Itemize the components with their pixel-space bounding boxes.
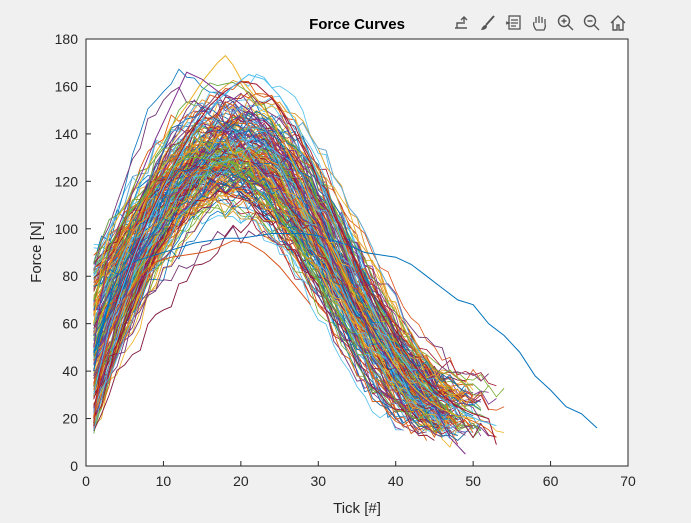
- force-curve: [93, 92, 489, 423]
- axes-box: [85, 38, 629, 467]
- brush-icon[interactable]: [476, 11, 500, 35]
- force-curve: [93, 167, 427, 413]
- force-curve: [93, 137, 451, 429]
- y-axis-ticks: 0 20 40 60 80 100 120 140 160 180: [55, 31, 91, 474]
- y-tick-label: 180: [55, 31, 79, 47]
- force-curve: [93, 176, 450, 420]
- y-tick-label: 80: [62, 268, 78, 284]
- force-curve: [93, 86, 404, 410]
- y-tick-label: 20: [62, 411, 78, 427]
- force-curve-series: [93, 157, 358, 348]
- x-tick-label: 20: [233, 473, 249, 489]
- datatip-icon[interactable]: [502, 11, 526, 35]
- y-tick-label: 140: [55, 126, 79, 142]
- force-curve: [93, 211, 482, 431]
- force-curve: [93, 153, 482, 392]
- force-curve-series: [93, 71, 466, 455]
- force-curve: [93, 158, 466, 393]
- force-curve: [93, 81, 474, 430]
- force-curve: [93, 126, 443, 429]
- home-icon[interactable]: [606, 11, 630, 35]
- y-tick-label: 100: [55, 221, 79, 237]
- zoom-out-icon[interactable]: [580, 11, 604, 35]
- y-tick-label: 120: [55, 173, 79, 189]
- force-curve-series: [93, 74, 497, 427]
- y-tick-label: 160: [55, 78, 79, 94]
- y-tick-label: 40: [62, 363, 78, 379]
- chart-title: Force Curves: [309, 16, 405, 33]
- x-axis-ticks: 0 10 20 30 40 50 60 70: [82, 461, 636, 489]
- export-icon[interactable]: [450, 11, 474, 35]
- pan-hand-icon[interactable]: [528, 11, 552, 35]
- x-tick-label: 60: [543, 473, 559, 489]
- y-tick-label: 60: [62, 316, 78, 332]
- x-tick-label: 70: [620, 473, 636, 489]
- force-curve: [93, 143, 435, 413]
- force-curve: [93, 122, 443, 433]
- series-layer: [93, 54, 598, 455]
- zoom-in-icon[interactable]: [554, 11, 578, 35]
- force-curve: [93, 149, 420, 425]
- force-curve: [93, 128, 451, 433]
- axes-toolbar: [450, 10, 630, 36]
- force-curve: [93, 112, 412, 426]
- x-tick-label: 10: [156, 473, 172, 489]
- force-curve-series: [93, 233, 598, 429]
- force-curve-series: [93, 54, 474, 420]
- force-curve: [93, 115, 428, 441]
- force-curve: [93, 129, 474, 428]
- force-curve-series: [93, 81, 497, 445]
- force-curve: [93, 93, 443, 409]
- x-tick-label: 50: [465, 473, 481, 489]
- y-tick-label: 0: [70, 458, 78, 474]
- force-curve-series: [93, 240, 311, 419]
- x-tick-label: 0: [82, 473, 90, 489]
- force-curve: [93, 117, 458, 431]
- x-tick-label: 30: [310, 473, 326, 489]
- x-axis-label: Tick [#]: [333, 500, 381, 517]
- force-curve: [93, 178, 443, 388]
- y-axis-label: Force [N]: [28, 221, 45, 283]
- force-curve: [93, 225, 427, 434]
- x-tick-label: 40: [388, 473, 404, 489]
